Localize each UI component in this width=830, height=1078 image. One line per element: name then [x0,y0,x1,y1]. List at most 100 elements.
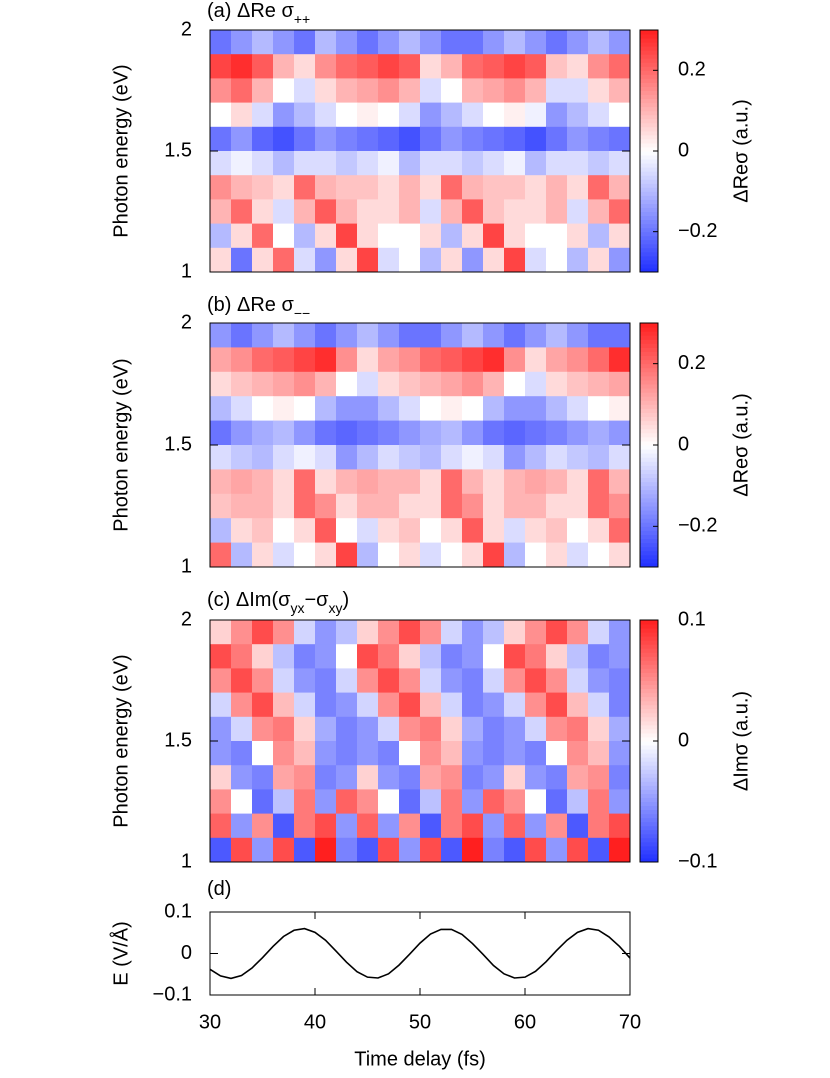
heatmap-cell [567,813,589,839]
title-text: (a) ΔRe σ [207,0,294,22]
heatmap-cell [210,493,232,519]
heatmap-cell [399,199,421,225]
heatmap-cell [504,175,526,200]
colorbar-segment [640,712,658,718]
colorbar-segment [640,562,658,568]
heatmap-cell [273,765,295,790]
colorbar-segment [640,30,658,35]
y-axis-label: Photon energy (eV) [110,654,132,827]
heatmap-cell [378,668,400,694]
heatmap-cell [567,126,589,152]
heatmap-cell [420,420,442,446]
heatmap-cell [273,692,295,718]
colorbar-segment [640,785,658,790]
heatmap-cell [546,78,568,104]
heatmap-cell [546,247,568,273]
colorbar-segment [640,449,658,454]
heatmap-cell [567,30,589,55]
y-tick-label: −0.1 [153,983,192,1005]
y-tick-label: 1.5 [164,139,192,161]
heatmap-cell [609,741,631,766]
colorbar-segment [640,347,658,352]
colorbar-segment [640,231,658,237]
colorbar-segment [640,432,658,438]
heatmap-cell [588,223,610,249]
colorbar-segment [640,477,658,483]
heatmap-cell [567,247,589,273]
heatmap-cell [525,347,547,373]
colorbar-segment [640,510,658,515]
heatmap-cell [546,644,568,669]
colorbar-segment [640,801,658,807]
colorbar-segment [640,363,658,369]
heatmap-cell [336,644,358,669]
heatmap-cell [252,789,274,815]
colorbar-segment [640,849,658,855]
heatmap-cell [210,223,232,249]
heatmap-cell [315,420,337,446]
heatmap-cell [231,175,253,200]
heatmap-cell [420,126,442,152]
colorbar-segment [640,664,658,669]
heatmap-cell [420,371,442,397]
heatmap-cell [546,199,568,225]
title-subscript: ++ [294,11,310,27]
heatmap-cell [378,542,400,568]
colorbar-segment [640,825,658,831]
colorbar-segment [640,66,658,71]
heatmap-cell [357,420,379,446]
colorbar-tick-label: 0 [678,729,689,751]
colorbar-tick-label: 0.2 [678,352,706,374]
heatmap-cell [567,837,589,863]
heatmap-cell [525,151,547,176]
colorbar-segment [640,481,658,487]
heatmap-cell [357,78,379,104]
heatmap-cell [231,371,253,397]
heatmap-cell [357,518,379,544]
heatmap-cell [420,789,442,815]
colorbar-segment [640,50,658,55]
panel-title: (d) [207,878,231,900]
heatmap-cell [420,323,442,348]
heatmap-cell [336,151,358,176]
heatmap-cell [210,396,232,422]
heatmap-cell [252,247,274,273]
heatmap-cell [504,493,526,519]
heatmap-cell [399,323,421,348]
colorbar-segment [640,416,658,422]
heatmap-cell [231,741,253,766]
colorbar-segment [640,159,658,164]
colorbar-segment [640,461,658,466]
colorbar-tick-label: −0.2 [678,220,717,242]
heatmap-cell [210,175,232,200]
heatmap-cell [294,716,316,742]
heatmap-cell [294,741,316,766]
heatmap-cell [336,247,358,273]
heatmap-cell [441,837,463,863]
heatmap-cell [294,420,316,446]
colorbar-segment [640,175,658,180]
heatmap-cell [483,223,505,249]
heatmap-cell [483,30,505,55]
heatmap-cell [504,199,526,225]
colorbar-segment [640,247,658,253]
heatmap-cell [483,445,505,470]
heatmap-cell [231,323,253,348]
heatmap-cell [336,716,358,742]
heatmap-cell [315,223,337,249]
heatmap-cell [525,102,547,128]
y-axis-label: E (V/Å) [109,921,132,985]
heatmap-cell [231,396,253,422]
heatmap-cell [567,668,589,694]
colorbar-segment [640,522,658,527]
heatmap-cell [399,493,421,519]
heatmap-cell [399,396,421,422]
colorbar-tick-label: −0.2 [678,515,717,537]
heatmap-cell [294,789,316,815]
heatmap-cell [588,493,610,519]
heatmap-cell [315,644,337,669]
heatmap-cell [483,813,505,839]
heatmap-cell [525,396,547,422]
heatmap-cell [525,765,547,790]
colorbar-segment [640,110,658,116]
